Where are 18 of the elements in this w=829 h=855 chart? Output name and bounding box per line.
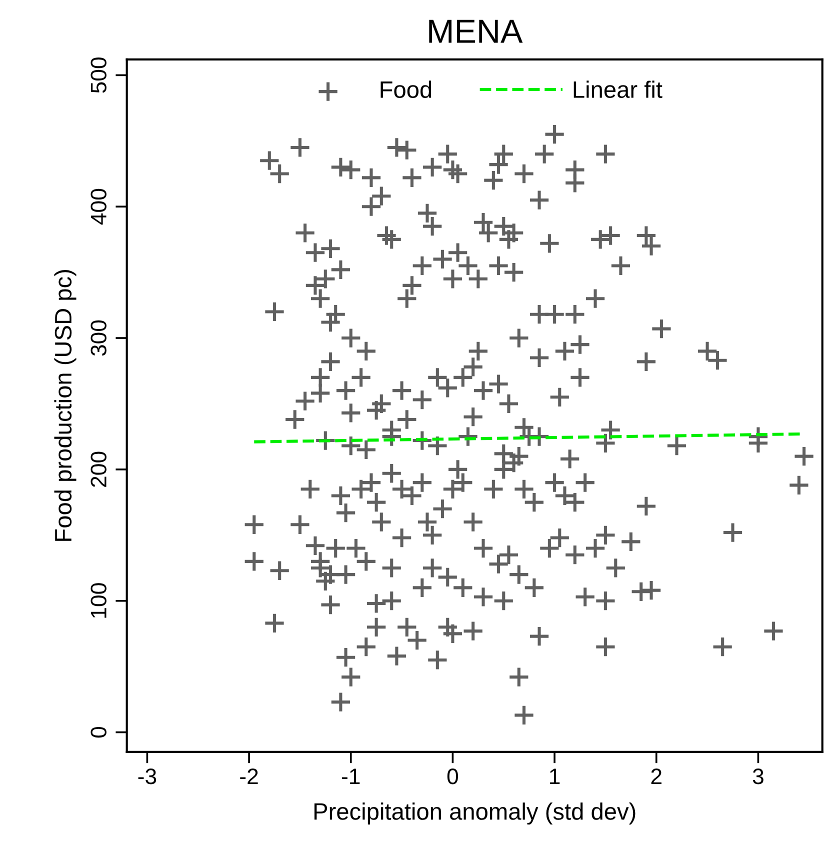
y-tick-label: 200: [90, 452, 106, 487]
y-tick-label: 400: [90, 188, 106, 225]
y-tick-label: 500: [90, 58, 106, 93]
x-tick-label: -2: [240, 768, 258, 784]
x-tick-label: 1: [550, 768, 560, 784]
y-tick-label: 300: [90, 320, 106, 356]
chart-title: MENA: [429, 20, 523, 43]
x-tick-label: 0: [447, 768, 458, 784]
legend-label: Linear fit: [574, 80, 662, 98]
x-tick-label: 3: [752, 768, 764, 784]
x-tick-label: -3: [138, 768, 156, 784]
y-tick-label: 100: [90, 583, 106, 618]
x-axis-title: Precipitation anomaly (std dev): [314, 802, 636, 825]
x-tick-label: 2: [651, 768, 662, 784]
y-tick-label: 0: [90, 726, 106, 738]
x-tick-label: -1: [342, 768, 360, 784]
y-axis-title: Food production (USD pc): [54, 270, 76, 541]
legend-label: Food: [380, 80, 432, 98]
